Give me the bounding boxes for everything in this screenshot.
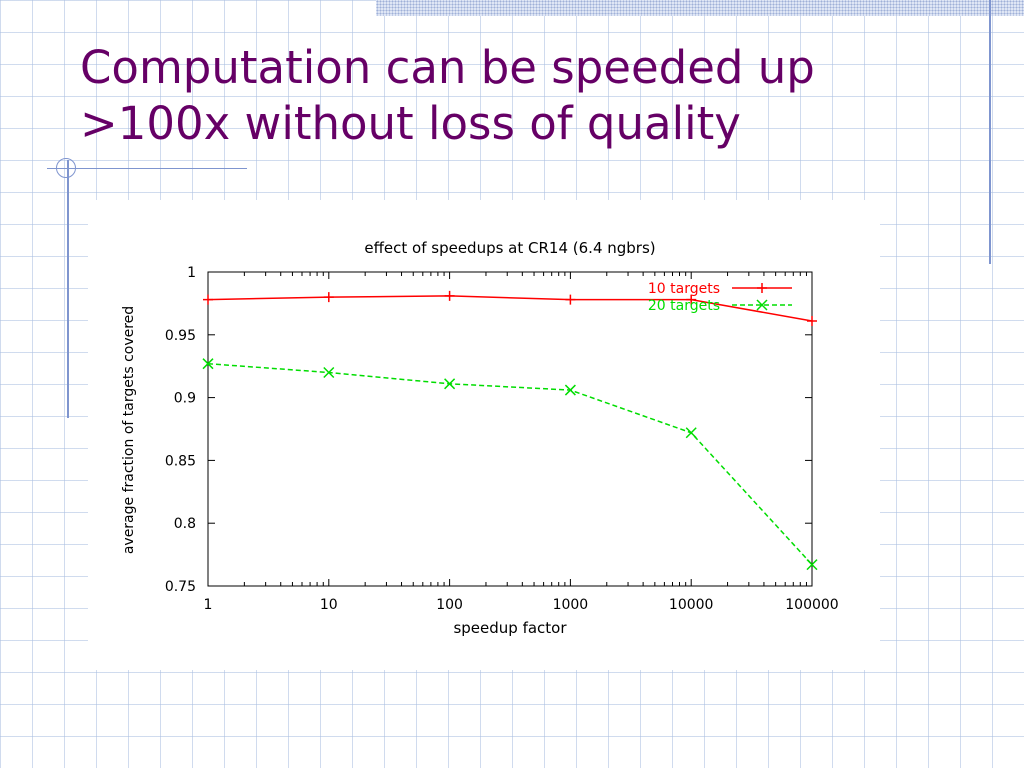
chart-title: effect of speedups at CR14 (6.4 ngbrs) <box>364 239 655 257</box>
cross-marker <box>756 299 768 311</box>
x-axis-minor-ticks <box>243 272 807 586</box>
cross-marker <box>564 384 576 396</box>
decorative-vertical-line-right <box>989 0 991 264</box>
line-chart: effect of speedups at CR14 (6.4 ngbrs) s… <box>121 239 839 637</box>
crosshair-icon <box>56 158 76 178</box>
y-axis-ticks: 0.75 0.8 0.85 0.9 0.95 1 <box>165 265 812 595</box>
y-tick-label: 0.9 <box>174 391 196 407</box>
plus-marker <box>444 290 455 301</box>
cross-marker <box>323 366 335 379</box>
decorative-vertical-line-left <box>67 160 69 418</box>
slide-title: Computation can be speeded up >100x with… <box>80 40 940 152</box>
plus-marker <box>323 292 334 303</box>
chart-background <box>88 200 880 670</box>
top-decorative-band <box>376 0 1024 16</box>
y-tick-label: 0.95 <box>165 328 196 344</box>
plus-marker <box>807 315 817 326</box>
series-layer <box>202 290 818 571</box>
slide-title-line-1: Computation can be speeded up <box>80 41 815 94</box>
series-line <box>207 362 813 566</box>
slide-title-line-2: >100x without loss of quality <box>80 97 741 150</box>
plus-marker <box>686 294 697 305</box>
series-twenty-targets <box>202 358 818 571</box>
cross-marker <box>202 358 214 370</box>
y-tick-label: 0.75 <box>165 579 196 595</box>
plus-marker <box>203 294 213 305</box>
y-tick-label: 0.85 <box>165 453 196 469</box>
x-tick-label: 100 <box>436 597 463 613</box>
x-tick-label: 100000 <box>785 597 838 613</box>
series-line <box>207 295 813 322</box>
x-axis-label: speedup factor <box>453 619 567 637</box>
cross-marker <box>444 378 456 390</box>
y-tick-label: 1 <box>187 265 196 281</box>
x-tick-label: 10000 <box>669 597 714 613</box>
y-tick-label: 0.8 <box>174 516 196 532</box>
y-axis-label: average fraction of targets covered <box>121 306 137 554</box>
x-tick-label: 1 <box>204 597 213 613</box>
cross-marker <box>806 559 818 571</box>
legend-label: 20 targets <box>648 298 720 314</box>
cross-marker <box>685 427 697 439</box>
x-tick-label: 10 <box>320 597 338 613</box>
plus-marker <box>565 294 576 305</box>
x-axis-ticks: 1 10 100 1000 10000 100000 <box>204 272 839 613</box>
decorative-horizontal-line <box>47 168 247 169</box>
x-tick-label: 1000 <box>553 597 589 613</box>
legend-label: 10 targets <box>648 281 720 297</box>
series-ten-targets <box>203 290 817 326</box>
plus-marker <box>757 283 767 293</box>
plot-frame <box>207 271 813 587</box>
